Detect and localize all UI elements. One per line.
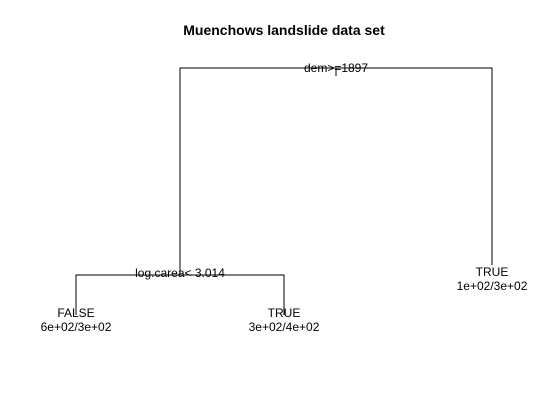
leaf-counts-label: 3e+02/4e+02 (249, 320, 320, 334)
leaf-counts-label: 1e+02/3e+02 (457, 279, 528, 293)
left-split-branch (75, 274, 285, 315)
plot-title: Muenchows landslide data set (183, 22, 385, 38)
leaf-class-label: TRUE (268, 306, 301, 320)
leaf-counts-label: 6e+02/3e+02 (41, 320, 112, 334)
leaf-node-false: FALSE 6e+02/3e+02 (41, 306, 112, 334)
leaf-node-true-right: TRUE 1e+02/3e+02 (457, 265, 528, 293)
root-split-label: dem>=1897 (304, 61, 368, 75)
root-split-branch (179, 67, 493, 275)
left-split-label: log.carea< 3.014 (135, 266, 225, 280)
leaf-class-label: TRUE (476, 265, 509, 279)
leaf-class-label: FALSE (57, 306, 94, 320)
leaf-node-true-left: TRUE 3e+02/4e+02 (249, 306, 320, 334)
